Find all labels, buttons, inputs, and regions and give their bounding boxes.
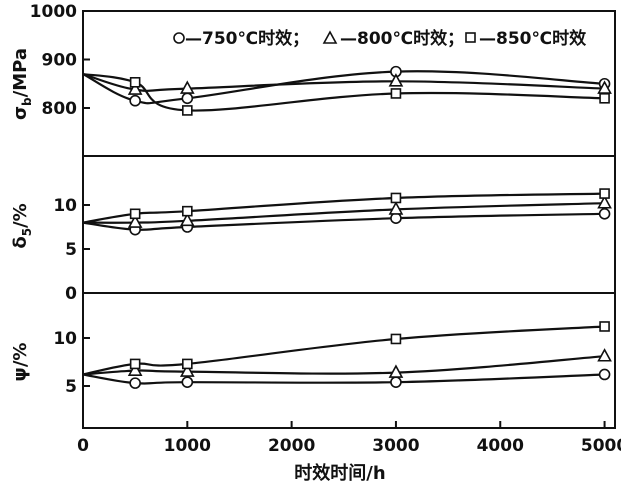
- svg-text:σb/MPa: σb/MPa: [10, 48, 34, 120]
- data-point-triangle-1-3000: [388, 201, 404, 215]
- series-line-1-2: [82, 192, 605, 224]
- y-label-delta-sub: 5: [20, 228, 34, 236]
- legend-label-800: —800℃时效；: [340, 28, 464, 49]
- y-label-sigma-main: σ: [10, 106, 31, 120]
- x-axis-label: 时效时间/h: [294, 462, 385, 484]
- data-point-square-0-3000: [390, 88, 402, 99]
- y-label-delta-unit: /%: [10, 203, 31, 228]
- y-tick-label-1-10: 10: [53, 196, 77, 216]
- y-tick-label-2-5: 5: [65, 377, 77, 397]
- data-point-triangle-1-5000: [597, 195, 612, 209]
- data-point-triangle-1-500: [127, 214, 143, 228]
- data-point-square-1-500: [129, 208, 141, 220]
- y-tick-label-0-1000: 1000: [30, 2, 77, 22]
- data-point-circle-2-1000: [181, 376, 194, 388]
- x-tick-label-5000: 5000: [581, 436, 621, 456]
- svg-text:δ5/%: δ5/%: [10, 203, 34, 248]
- axis-ticks: 800 900 1000 0 5 10 5 10 0 1000 2000 3000 4000 5000: [30, 2, 621, 456]
- x-tick-label-1000: 1000: [164, 436, 211, 456]
- data-point-square-2-3000: [390, 333, 402, 345]
- y-label-sigma-sub: b: [20, 97, 34, 106]
- x-tick-label-3000: 3000: [372, 436, 419, 456]
- data-point-triangle-0-3000: [388, 73, 404, 87]
- data-point-square-0-5000: [599, 93, 610, 104]
- data-point-triangle-2-5000: [597, 348, 612, 362]
- y-tick-label-1-0: 0: [65, 284, 77, 304]
- data-point-square-0-1000: [182, 105, 193, 116]
- x-tick-label-0: 0: [77, 436, 89, 456]
- data-point-triangle-0-1000: [179, 80, 195, 94]
- data-point-triangle-1-1000: [179, 212, 195, 227]
- y-label-sigma: σb/MPa: [10, 48, 34, 120]
- x-tick-label-2000: 2000: [268, 436, 315, 456]
- data-point-triangle-2-1000: [179, 363, 195, 377]
- legend-marker-triangle: [322, 30, 338, 44]
- legend: —750℃时效； —800℃时效； —850℃时效: [173, 28, 586, 49]
- data-point-circle-0-500: [129, 94, 141, 107]
- panel-frame-psi: [82, 292, 616, 429]
- series-line-0-0: [82, 70, 605, 105]
- y-label-psi: ψ/%: [10, 343, 31, 382]
- data-point-circle-2-3000: [390, 376, 402, 388]
- data-point-circle-0-1000: [181, 92, 194, 105]
- data-point-square-2-500: [129, 358, 141, 370]
- data-point-triangle-2-3000: [388, 364, 404, 378]
- y-tick-label-0-900: 900: [42, 51, 78, 71]
- panel-frame-delta: [82, 155, 616, 294]
- y-tick-label-1-5: 5: [65, 240, 77, 260]
- data-point-square-0-500: [129, 76, 141, 88]
- data-point-square-1-3000: [390, 192, 402, 204]
- y-label-sigma-unit: /MPa: [10, 48, 31, 97]
- data-point-square-2-5000: [599, 321, 610, 332]
- data-point-square-1-5000: [599, 188, 610, 199]
- data-point-triangle-0-500: [127, 81, 143, 95]
- legend-label-850: —850℃时效: [479, 28, 586, 49]
- legend-marker-square: [465, 32, 476, 43]
- series-curves: [82, 70, 605, 385]
- series-line-0-2: [82, 72, 605, 112]
- data-point-circle-2-5000: [598, 368, 611, 381]
- data-point-triangle-2-500: [127, 362, 143, 376]
- legend-marker-circle: [173, 32, 185, 44]
- y-label-delta-main: δ: [10, 236, 31, 248]
- data-point-square-1-1000: [182, 205, 193, 217]
- y-tick-label-2-10: 10: [53, 329, 77, 349]
- data-point-square-2-1000: [182, 358, 193, 370]
- y-label-psi-text: ψ/%: [10, 343, 31, 382]
- series-markers: [127, 65, 612, 389]
- y-label-delta: δ5/%: [10, 203, 34, 248]
- x-tick-label-4000: 4000: [477, 436, 524, 456]
- data-point-circle-2-500: [129, 377, 141, 389]
- series-line-2-2: [82, 325, 605, 376]
- data-point-circle-1-5000: [598, 208, 611, 220]
- series-line-2-0: [82, 373, 605, 385]
- y-tick-label-0-800: 800: [42, 99, 78, 119]
- legend-label-750: —750℃时效；: [185, 28, 309, 49]
